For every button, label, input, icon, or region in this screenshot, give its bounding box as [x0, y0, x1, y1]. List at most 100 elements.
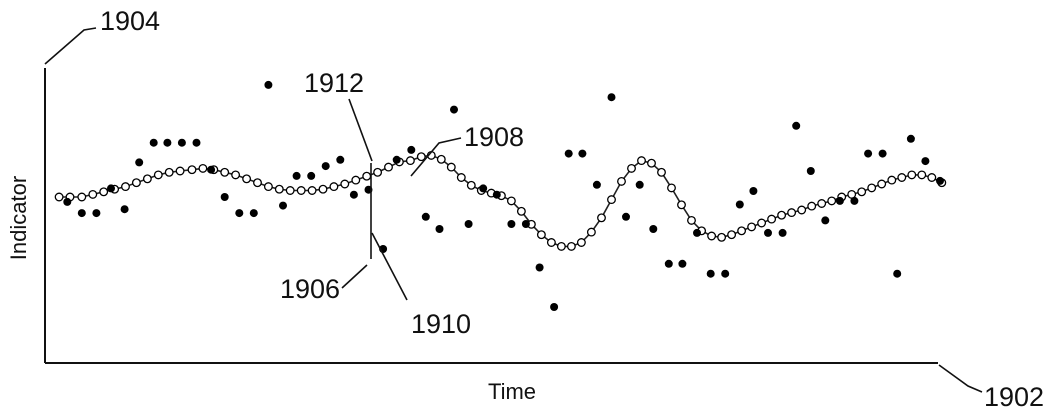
smoothed-point-16 [220, 167, 230, 177]
raw-point-53 [806, 167, 815, 175]
raw-point-47 [721, 269, 730, 278]
smoothed-point-28 [351, 175, 361, 185]
raw-point-48 [735, 200, 744, 209]
raw-point-42 [649, 225, 658, 233]
smoothed-point-49 [566, 241, 576, 251]
smoothed-point-66 [737, 226, 747, 236]
smoothed-point-10 [153, 170, 163, 180]
ref-label-y-axis: 1904 [100, 6, 160, 36]
raw-point-9 [177, 138, 186, 147]
x-axis-label: Time [488, 379, 536, 404]
raw-point-33 [521, 220, 530, 228]
ref-label-x-axis: 1902 [984, 382, 1044, 412]
raw-point-40 [622, 212, 630, 221]
smoothed-point-60 [677, 200, 686, 210]
raw-point-57 [864, 149, 873, 158]
raw-point-55 [835, 196, 844, 205]
raw-point-14 [249, 209, 258, 218]
smoothed-point-63 [707, 231, 717, 241]
raw-point-51 [778, 228, 787, 237]
smoothed-point-71 [787, 208, 797, 218]
smoothed-point-81 [887, 175, 897, 185]
smoothed-point-67 [747, 222, 757, 232]
smoothed-point-84 [917, 170, 927, 180]
smoothed-point-20 [263, 182, 273, 192]
raw-point-37 [578, 149, 587, 158]
smoothed-point-39 [466, 180, 476, 190]
raw-point-10 [192, 138, 201, 147]
smoothed-point-79 [867, 183, 877, 193]
smoothed-point-69 [767, 214, 777, 224]
raw-point-52 [792, 121, 801, 130]
raw-point-15 [264, 80, 273, 89]
smoothed-point-83 [907, 170, 917, 180]
raw-series [63, 80, 944, 311]
smoothed-point-65 [727, 230, 737, 240]
smoothed-point-56 [637, 156, 646, 166]
smoothed-point-19 [253, 178, 262, 188]
smoothed-point-37 [446, 162, 456, 172]
raw-point-8 [163, 138, 172, 147]
ref-label-peak: 1912 [304, 68, 364, 98]
raw-point-58 [878, 149, 887, 158]
smoothed-point-48 [556, 241, 566, 251]
raw-point-54 [821, 216, 830, 225]
smoothed-point-30 [373, 167, 383, 177]
smoothed-point-82 [897, 173, 907, 182]
smoothed-point-61 [687, 215, 696, 225]
raw-point-29 [464, 220, 473, 228]
raw-point-26 [421, 212, 430, 221]
raw-point-36 [564, 149, 573, 158]
raw-point-1 [63, 197, 72, 206]
smoothed-point-1 [54, 192, 64, 202]
raw-point-56 [850, 196, 859, 205]
raw-point-24 [392, 155, 401, 164]
smoothed-point-43 [506, 196, 516, 206]
smoothed-point-7 [121, 182, 130, 192]
smoothed-point-34 [416, 152, 426, 162]
raw-point-60 [906, 134, 915, 143]
raw-point-62 [936, 176, 944, 185]
raw-point-3 [92, 209, 101, 218]
smoothed-point-70 [777, 210, 787, 220]
smoothed-point-14 [198, 163, 208, 173]
smoothed-point-21 [274, 184, 284, 194]
smoothed-point-58 [657, 167, 666, 177]
leader-x-axis [938, 364, 983, 393]
smoothed-point-22 [285, 186, 295, 195]
raw-point-12 [220, 193, 229, 201]
ref-label-raw-point: 1906 [280, 274, 340, 304]
smoothed-point-51 [586, 227, 596, 237]
smoothed-point-3 [77, 192, 87, 202]
raw-point-50 [764, 228, 772, 237]
smoothed-point-52 [597, 213, 606, 223]
smoothed-point-64 [717, 232, 727, 242]
axes [44, 68, 938, 364]
ref-label-smoothed-point: 1910 [411, 309, 471, 339]
smoothed-point-53 [607, 195, 616, 205]
raw-point-25 [407, 145, 416, 154]
smoothed-point-27 [340, 179, 350, 189]
raw-point-6 [135, 158, 144, 167]
raw-point-21 [349, 190, 358, 199]
raw-point-28 [450, 105, 458, 114]
smoothed-point-24 [307, 186, 317, 195]
raw-point-20 [336, 155, 345, 164]
raw-point-30 [479, 184, 488, 193]
raw-point-46 [706, 269, 715, 278]
leader-peak [348, 98, 373, 162]
smoothed-point-55 [627, 163, 636, 173]
raw-point-2 [77, 209, 86, 218]
smoothed-point-38 [456, 173, 466, 182]
smoothed-point-11 [164, 167, 174, 177]
smoothed-point-47 [546, 238, 556, 247]
raw-point-59 [893, 269, 902, 278]
smoothed-point-18 [242, 174, 252, 184]
smoothed-point-23 [296, 186, 306, 195]
smoothed-point-75 [827, 196, 837, 206]
raw-point-32 [507, 220, 516, 228]
raw-point-17 [292, 171, 301, 180]
smoothed-point-73 [807, 201, 817, 211]
raw-point-49 [749, 187, 758, 195]
raw-point-34 [535, 263, 544, 272]
